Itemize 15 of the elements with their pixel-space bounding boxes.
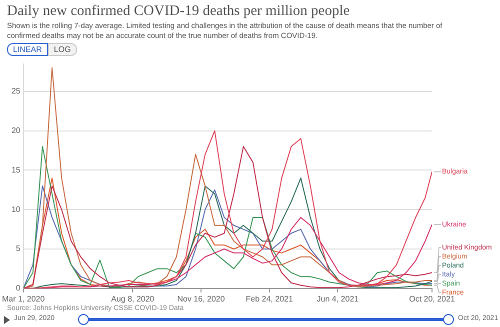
x-tick-label: Nov 16, 2020 bbox=[177, 294, 226, 304]
x-tick-label: Feb 24, 2021 bbox=[246, 294, 294, 304]
x-tick-label: Mar 1, 2020 bbox=[2, 294, 46, 304]
y-tick-label: 10 bbox=[11, 204, 21, 214]
y-tick-label: 0 bbox=[16, 284, 21, 293]
x-tick-label: Oct 20, 2021 bbox=[409, 294, 456, 304]
chart-title: Daily new confirmed COVID-19 deaths per million people bbox=[7, 3, 351, 20]
y-tick-label: 15 bbox=[11, 165, 21, 174]
x-tick-label: Aug 8, 2020 bbox=[111, 294, 155, 304]
y-tick-label: 25 bbox=[11, 86, 21, 96]
x-tick-label: Jun 4, 2021 bbox=[316, 294, 360, 304]
y-tick-label: 5 bbox=[16, 244, 21, 254]
text: LOG bbox=[48, 43, 77, 56]
y-tick-label: 20 bbox=[11, 126, 21, 135]
text: LINEAR bbox=[7, 43, 48, 56]
